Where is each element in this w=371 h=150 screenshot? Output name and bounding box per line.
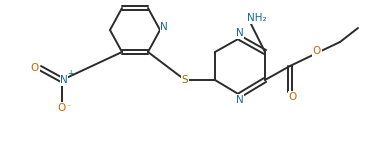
Text: N: N xyxy=(236,28,244,38)
Text: O: O xyxy=(31,63,39,73)
Text: NH₂: NH₂ xyxy=(247,13,267,23)
Text: S: S xyxy=(182,75,188,85)
Text: N: N xyxy=(236,95,244,105)
Text: ⁻: ⁻ xyxy=(66,102,70,111)
Text: N: N xyxy=(160,22,168,32)
Text: O: O xyxy=(289,92,297,102)
Text: O: O xyxy=(58,103,66,113)
Text: N: N xyxy=(60,75,68,85)
Text: +: + xyxy=(67,69,73,78)
Text: O: O xyxy=(313,46,321,56)
